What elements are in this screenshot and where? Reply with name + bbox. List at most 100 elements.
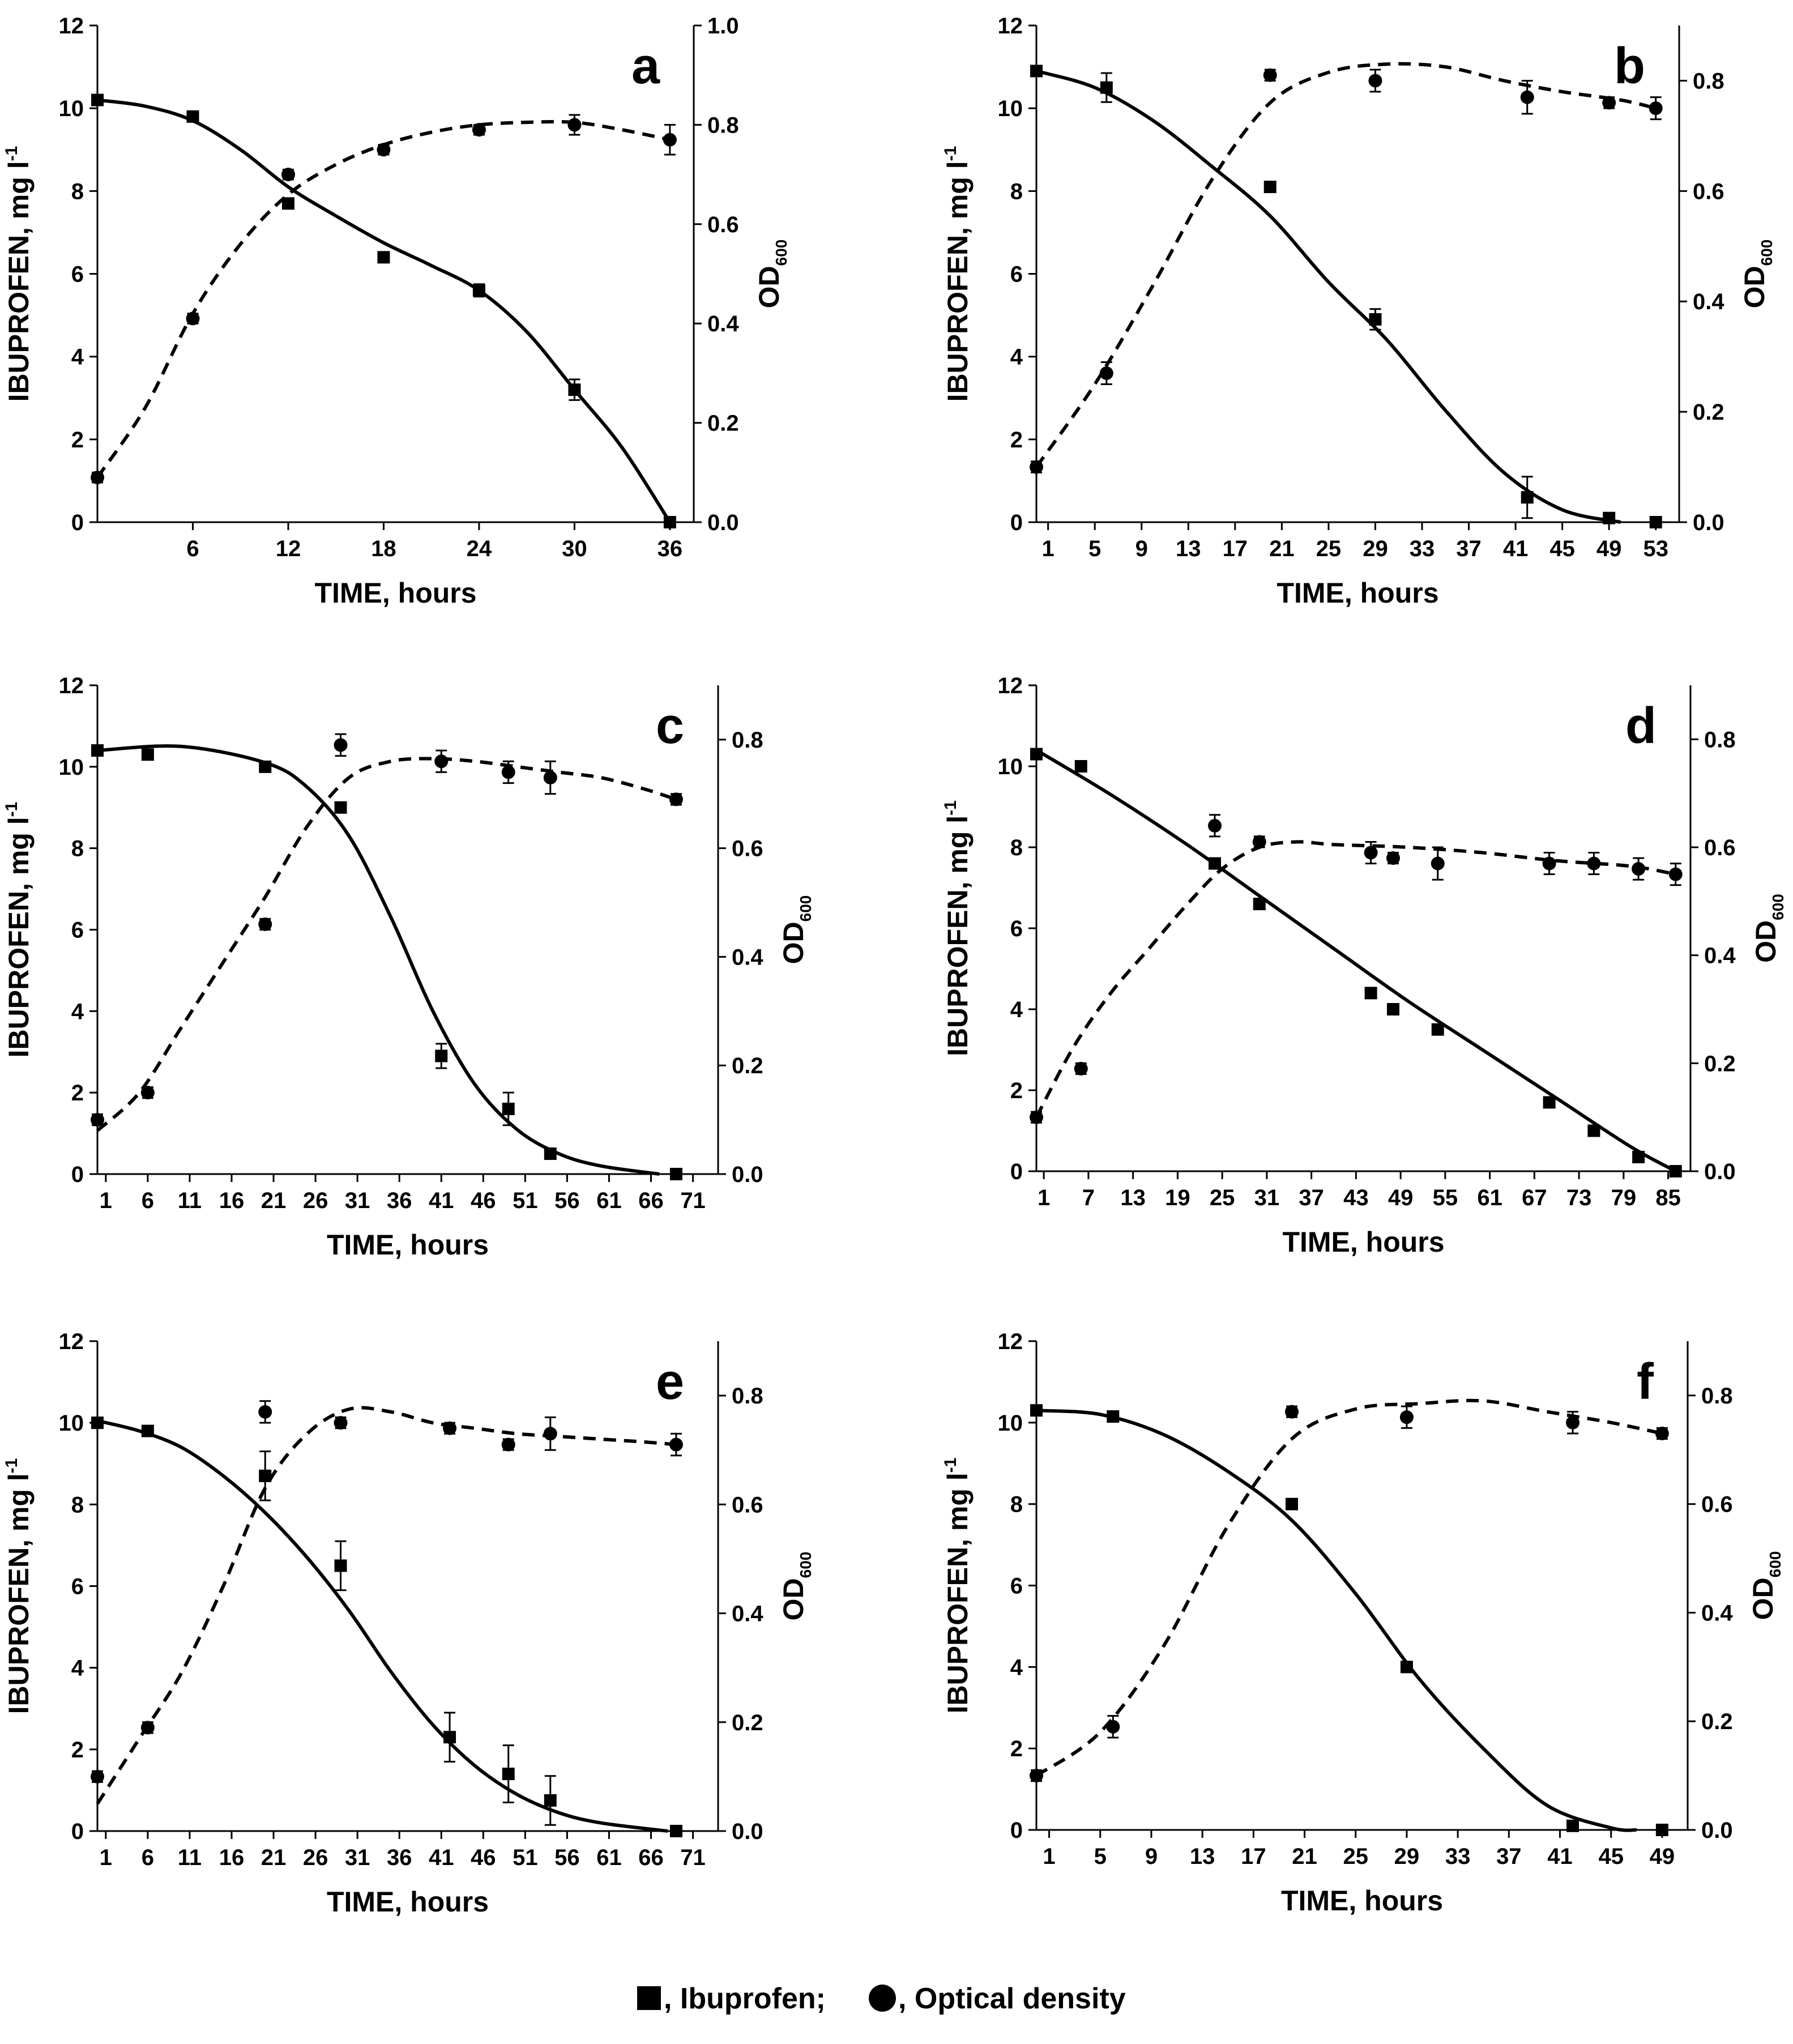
ibuprofen-point: [1521, 491, 1534, 504]
x-tick-label: 12: [276, 536, 301, 561]
y-tick-label: 6: [71, 918, 84, 943]
y-axis-title-superscript: -1: [2, 146, 21, 161]
ibuprofen-point: [141, 1424, 154, 1437]
x-tick-label: 26: [303, 1845, 328, 1870]
y-tick-label: 6: [1010, 262, 1023, 287]
y2-tick-label: 0.8: [1704, 727, 1736, 752]
y-tick-label: 12: [59, 14, 84, 39]
y2-axis-title-main: OD: [778, 1578, 809, 1620]
y-tick-label: 6: [71, 1574, 84, 1599]
od-fit-line: [1035, 1398, 1663, 1777]
ibuprofen-point: [1074, 760, 1087, 773]
y-tick-label: 12: [59, 1329, 84, 1354]
ibuprofen-fit-line: [1036, 1409, 1637, 1832]
od-point: [258, 1405, 272, 1419]
y2-tick-label: 0.4: [732, 1602, 763, 1627]
x-tick-label: 73: [1566, 1185, 1592, 1210]
y2-tick-label: 0.2: [1701, 1709, 1733, 1734]
y-tick-label: 10: [998, 1411, 1023, 1436]
y-tick-label: 4: [71, 1656, 84, 1681]
od-point: [1106, 1719, 1120, 1734]
y2-tick-label: 0.0: [1704, 1159, 1736, 1184]
y2-tick-label: 1.0: [707, 14, 739, 39]
x-tick-label: 25: [1316, 536, 1342, 561]
od-point: [669, 1437, 683, 1452]
od-point: [669, 792, 683, 806]
x-tick-label: 37: [1456, 536, 1482, 561]
x-tick-label: 33: [1445, 1844, 1471, 1869]
od-point: [501, 765, 515, 779]
ibuprofen-fit-line: [97, 98, 672, 523]
od-point: [1431, 856, 1445, 870]
y-tick-label: 4: [71, 345, 84, 370]
y2-axis-title-main: OD: [778, 921, 809, 964]
ibuprofen-point: [1431, 1023, 1444, 1036]
ibuprofen-point: [186, 110, 199, 123]
ibuprofen-point: [1030, 748, 1043, 761]
x-axis-title: TIME, hours: [1281, 1885, 1443, 1917]
ibuprofen-fit-line: [97, 744, 660, 1176]
x-tick-label: 21: [1292, 1844, 1317, 1869]
od-fit-line: [96, 1406, 677, 1805]
legend: , Ibuprofen; , Optical density: [637, 1982, 1126, 2015]
ibuprofen-point: [1030, 1404, 1043, 1417]
y-tick-label: 2: [71, 1081, 84, 1106]
y-tick-label: 4: [1010, 997, 1023, 1022]
ibuprofen-fit-line: [1036, 69, 1621, 524]
y2-axis-title-subscript: 600: [797, 1552, 814, 1578]
y-tick-label: 4: [1010, 1655, 1023, 1680]
y-tick-label: 2: [1010, 1078, 1023, 1103]
ibuprofen-point: [669, 1168, 682, 1180]
y-tick-label: 8: [71, 179, 84, 204]
od-point: [1566, 1415, 1580, 1429]
ibuprofen-point: [669, 1825, 682, 1837]
ibuprofen-point: [281, 197, 294, 210]
ibuprofen-point: [334, 801, 347, 814]
x-tick-label: 45: [1549, 536, 1575, 561]
y-axis-title: IBUPROFEN, mg l-1: [2, 146, 35, 402]
panel-letter: c: [656, 698, 684, 754]
y-tick-label: 12: [59, 673, 84, 698]
y2-tick-label: 0.2: [1704, 1051, 1736, 1076]
x-tick-label: 21: [261, 1188, 287, 1213]
x-tick-label: 21: [1269, 536, 1295, 561]
x-tick-label: 25: [1343, 1844, 1368, 1869]
od-point: [1030, 1769, 1043, 1783]
y-axis-title-superscript: -1: [2, 802, 21, 817]
x-tick-label: 29: [1394, 1844, 1420, 1869]
ibuprofen-point: [1566, 1819, 1579, 1832]
x-tick-label: 16: [219, 1188, 245, 1213]
y-tick-label: 10: [59, 755, 84, 780]
x-tick-label: 1: [1038, 1185, 1050, 1210]
x-tick-label: 67: [1522, 1185, 1547, 1210]
od-point: [91, 1769, 104, 1783]
x-tick-label: 61: [596, 1845, 622, 1870]
y-tick-label: 2: [71, 1738, 84, 1763]
y2-axis-title-subscript: 600: [797, 895, 814, 922]
x-tick-label: 9: [1135, 536, 1148, 561]
y-axis-title: IBUPROFEN, mg l-1: [2, 802, 35, 1058]
y2-axis-title-main: OD: [753, 266, 785, 308]
y-tick-label: 2: [1010, 428, 1023, 453]
x-tick-label: 55: [1433, 1185, 1458, 1210]
y2-tick-label: 0.4: [1693, 289, 1724, 314]
x-tick-label: 26: [303, 1188, 328, 1213]
y2-axis-title: OD600: [1750, 894, 1787, 963]
od-point: [543, 771, 557, 785]
x-tick-label: 1: [100, 1845, 112, 1870]
panel-d: 0 2 4 6 8 10 12 0.0 0.2 0.4 0.6 0.8 1 7 13 19 25 31 37 43 49…: [941, 673, 1787, 1258]
od-point: [1520, 90, 1534, 104]
x-tick-label: 51: [513, 1845, 538, 1870]
y2-tick-label: 0.0: [732, 1162, 763, 1187]
x-tick-label: 7: [1082, 1185, 1095, 1210]
y2-tick-label: 0.6: [732, 837, 763, 861]
od-point: [434, 754, 449, 769]
x-tick-label: 61: [1477, 1185, 1502, 1210]
ibuprofen-point: [1387, 1003, 1399, 1015]
x-tick-label: 13: [1176, 536, 1201, 561]
y-tick-label: 10: [998, 96, 1023, 121]
ibuprofen-point: [377, 251, 390, 264]
